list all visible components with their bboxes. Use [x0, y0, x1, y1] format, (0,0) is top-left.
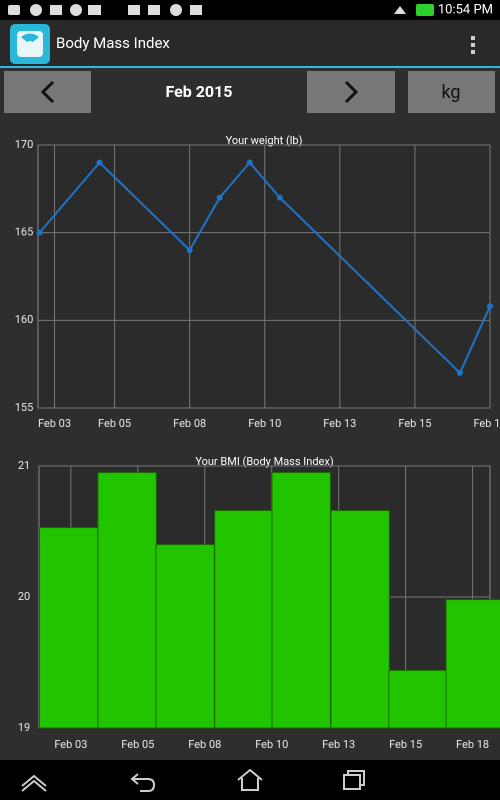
- weight-point: [186, 247, 193, 254]
- bmi-bar: [214, 510, 274, 729]
- weight-line: [38, 160, 491, 375]
- weight-point: [487, 303, 493, 310]
- x-tick-label: Feb 10: [248, 417, 281, 430]
- prev-month-button[interactable]: [4, 71, 91, 113]
- weight-point: [96, 159, 103, 166]
- app-icon[interactable]: [10, 24, 50, 64]
- app-title: Body Mass Index: [56, 34, 170, 52]
- y-tick-label: 165: [15, 226, 34, 239]
- weight-point: [456, 369, 463, 376]
- weight-point: [216, 194, 223, 201]
- x-tick-label: Feb 05: [98, 417, 131, 430]
- weight-point: [36, 229, 43, 236]
- x-tick-label: Feb 03: [54, 738, 87, 751]
- bmi-bar: [39, 527, 99, 729]
- bmi-bar: [97, 472, 157, 729]
- x-tick-label: Feb 05: [121, 738, 154, 751]
- month-label: Feb 2015: [166, 82, 233, 101]
- nav-buttons[interactable]: [21, 768, 365, 792]
- x-tick-label: Feb 08: [173, 417, 206, 430]
- app-bar: [0, 20, 500, 66]
- status-icons: [8, 4, 434, 16]
- bmi-bar: [330, 510, 390, 729]
- bmi-bar: [155, 544, 215, 729]
- unit-button[interactable]: kg: [408, 71, 495, 113]
- app-bar-divider: [0, 66, 500, 68]
- x-tick-label: Feb 13: [322, 738, 355, 751]
- y-tick-label: 160: [15, 313, 34, 326]
- bmi-bar: [388, 669, 448, 729]
- bmi-bar: [445, 599, 500, 729]
- y-tick-label: 19: [18, 721, 30, 734]
- weight-point: [246, 159, 253, 166]
- chart-title: Your BMI (Body Mass Index): [195, 455, 333, 468]
- y-tick-label: 170: [15, 138, 34, 151]
- bmi-bar: [271, 472, 331, 729]
- x-tick-label: Feb 13: [323, 417, 356, 430]
- x-tick-label: Feb 08: [188, 738, 221, 751]
- x-tick-label: Feb 03: [38, 417, 71, 430]
- x-tick-label: Feb 15: [389, 738, 422, 751]
- y-tick-label: 21: [18, 459, 30, 472]
- chart-title: Your weight (lb): [226, 134, 303, 147]
- plot-area: [37, 144, 491, 409]
- x-tick-label: Feb 10: [255, 738, 288, 751]
- y-tick-label: 20: [18, 590, 30, 603]
- x-tick-label: Feb 18: [456, 738, 489, 751]
- status-time: 10:54 PM: [438, 2, 493, 17]
- unit-label[interactable]: kg: [441, 82, 460, 103]
- next-month-button[interactable]: [307, 71, 395, 113]
- nav-bar: [0, 760, 500, 800]
- status-bar: [0, 0, 500, 20]
- x-tick-label: Feb 15: [398, 417, 431, 430]
- weight-point: [276, 194, 283, 201]
- y-tick-label: 155: [15, 401, 34, 414]
- overflow-menu[interactable]: [471, 36, 475, 54]
- x-tick-label: Feb 18: [473, 417, 500, 430]
